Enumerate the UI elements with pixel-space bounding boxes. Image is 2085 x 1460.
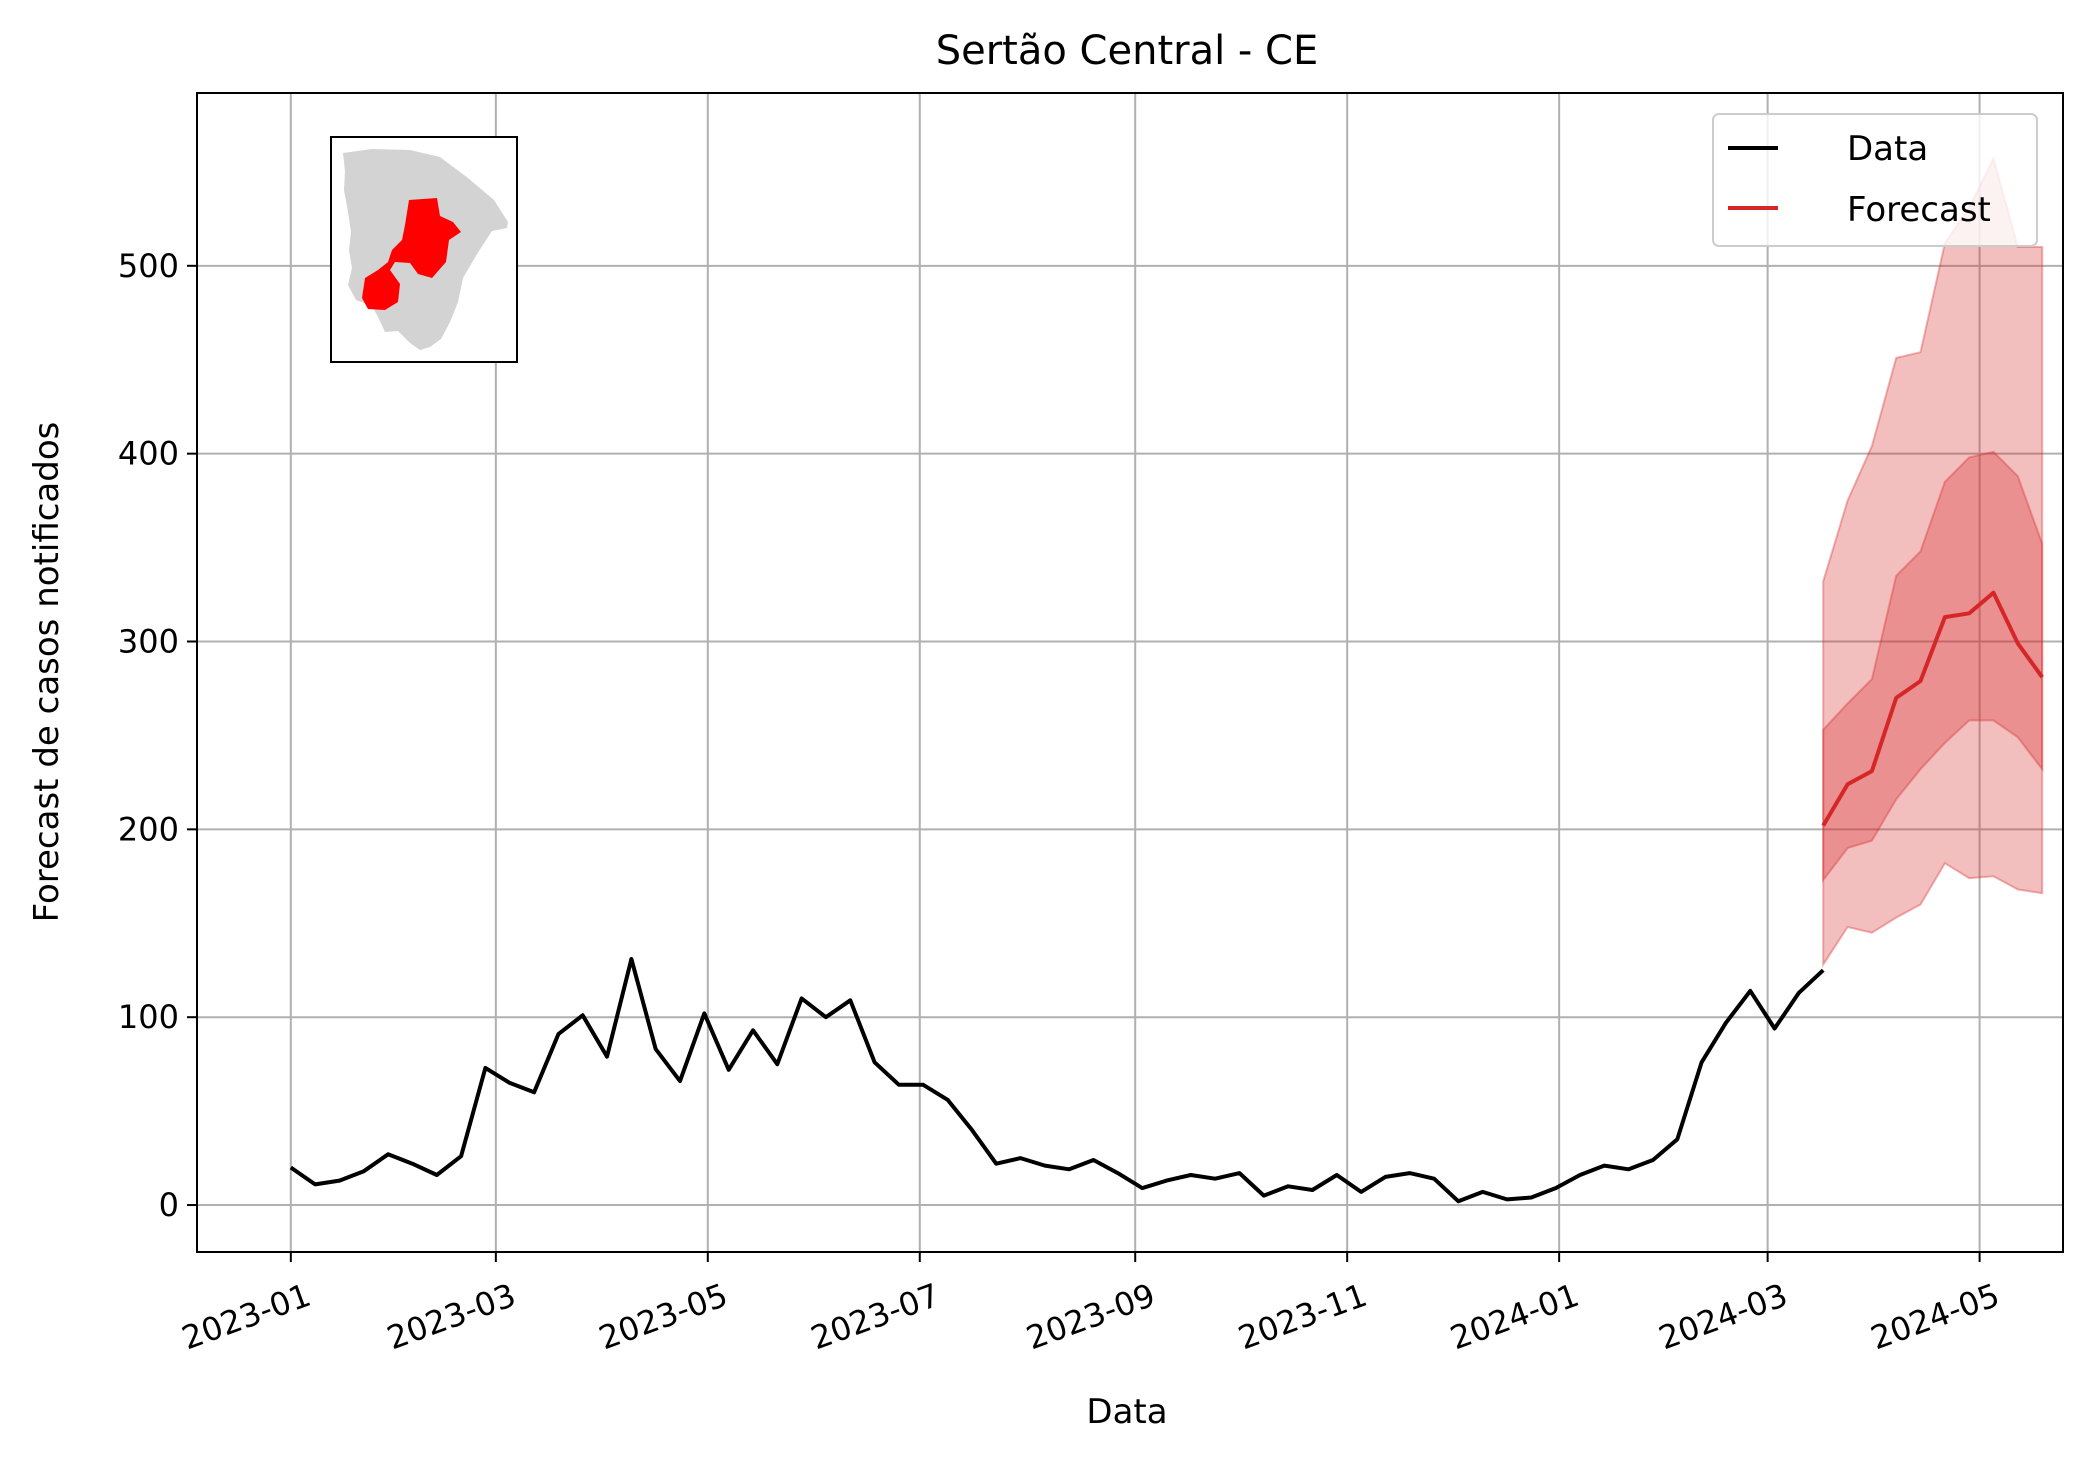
legend: Data Forecast	[1712, 113, 2038, 247]
plot-frame	[196, 92, 2064, 1253]
y-axis-ticks: 0 100 200 300 400 500	[118, 247, 197, 1224]
forecast-inner-band	[1822, 450, 2044, 884]
y-axis-label: Forecast de casos notificados	[27, 422, 67, 923]
ceara-state-map-icon	[330, 136, 518, 363]
y-tick-label: 400	[118, 435, 179, 473]
forecast-bands	[1822, 155, 2044, 968]
legend-data-label: Data	[1847, 129, 1928, 169]
y-tick-label: 0	[159, 1186, 179, 1224]
forecast-outer-band	[1822, 155, 2044, 968]
forecast-series-line	[1821, 590, 2044, 827]
highlighted-region-shape	[362, 198, 461, 310]
y-tick-label: 300	[118, 623, 179, 661]
legend-forecast-label: Forecast	[1847, 190, 1991, 230]
y-tick-label: 100	[118, 998, 179, 1036]
data-series-line	[289, 957, 1825, 1204]
grid	[197, 93, 2063, 1252]
legend-box	[1712, 113, 2038, 247]
series-lines	[289, 590, 2044, 1204]
chart-title: Sertão Central - CE	[936, 28, 1319, 74]
y-tick-label: 200	[118, 810, 179, 848]
y-tick-label: 500	[118, 247, 179, 285]
x-axis-label: Data	[1086, 1392, 1167, 1432]
